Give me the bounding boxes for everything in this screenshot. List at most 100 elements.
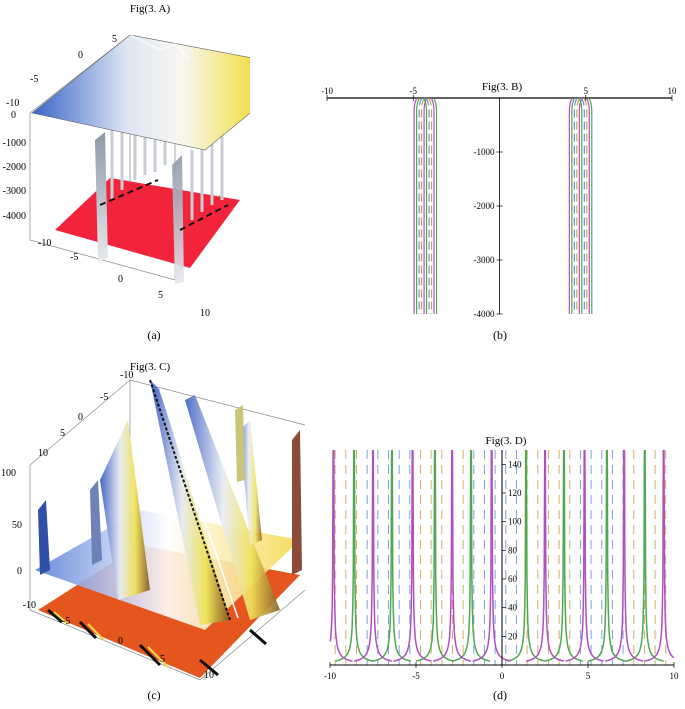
chart-d-ytick-label: 140: [508, 459, 522, 469]
chart-c-xtick: 10: [204, 670, 214, 680]
chart-c-ytick: -5: [100, 392, 108, 403]
chart-b-series-line: [430, 97, 435, 314]
chart-b-ytick-label: -2000: [474, 201, 495, 211]
chart-b-xtick-label: -5: [410, 86, 418, 96]
chart-c-xtick: 5: [160, 654, 165, 665]
chart-a-ztick: -2000: [3, 162, 26, 173]
chart-d: Fig(3. D) -10 -5 0 5 10 20 40 60 80 100 120 140: [324, 435, 680, 681]
chart-b-series-line: [416, 97, 421, 314]
chart-c-ytick: -10: [120, 370, 133, 381]
chart-d-green-curve: [606, 449, 626, 662]
chart-d-magenta-curve: [605, 449, 625, 662]
chart-d-magenta-curve: [525, 449, 546, 662]
chart-b-series-line: [588, 97, 593, 314]
chart-b-ytick-label: -3000: [474, 255, 495, 265]
chart-b-xtick-label: 10: [668, 86, 678, 96]
chart-b-series-line: [423, 97, 428, 314]
chart-d-xtick-label: -5: [412, 671, 420, 681]
chart-c: Fig(3. C) -10 -5 0 5 10: [1, 361, 306, 680]
chart-d-magenta-curve: [491, 449, 511, 662]
chart-b-series-line: [585, 97, 590, 314]
chart-d-ytick-label: 60: [508, 574, 518, 584]
chart-d-green-curve: [415, 449, 436, 662]
chart-a-xtick: -5: [70, 252, 78, 263]
chart-d-magenta-curve: [663, 449, 675, 659]
chart-b-series-line: [583, 97, 588, 314]
caption-d: (d): [493, 688, 507, 702]
chart-d-magenta-curve: [451, 449, 472, 662]
chart-a-xtick: 5: [158, 290, 163, 301]
chart-c-ytick: 0: [78, 412, 83, 423]
chart-d-xtick-label: 10: [670, 671, 680, 681]
chart-d-ytick-label: 80: [508, 545, 518, 555]
chart-d-xtick-label: 5: [586, 671, 591, 681]
chart-a-ztick: -1000: [3, 138, 26, 149]
chart-a-ytick: 5: [112, 34, 117, 45]
chart-c-ztick: -10: [23, 600, 36, 611]
chart-c-ytick: 5: [60, 428, 65, 439]
chart-d-magenta-curve: [584, 449, 604, 662]
chart-b-series-line: [428, 97, 433, 314]
chart-d-magenta-curve: [412, 449, 432, 662]
chart-d-magenta-curve: [644, 449, 665, 662]
chart-d-magenta-curve: [623, 449, 644, 662]
chart-d-ytick-label: 100: [508, 517, 522, 527]
chart-d-ytick-label: 40: [508, 603, 518, 613]
chart-b-xtick-label: -10: [322, 86, 333, 96]
chart-a-ztick: -4000: [3, 211, 26, 222]
chart-a-ztick: 0: [11, 110, 16, 121]
chart-b-series-line: [580, 97, 585, 314]
chart-d-xtick-label: 0: [500, 671, 505, 681]
chart-c-ztick: 100: [1, 468, 16, 479]
chart-c-ztick: 50: [12, 520, 22, 531]
chart-d-green-curve: [563, 449, 583, 662]
chart-b-ytick-label: -4000: [474, 309, 495, 319]
caption-c: (c): [147, 688, 161, 702]
chart-d-ytick-label: 20: [508, 631, 518, 641]
chart-b-series-line: [425, 97, 430, 314]
caption-a: (a): [147, 328, 161, 342]
chart-d-green-curve: [470, 449, 491, 662]
chart-b-series-line: [578, 97, 583, 314]
chart-b-series-line: [433, 97, 438, 314]
chart-b-series-line: [413, 97, 418, 314]
chart-c-xtick: 0: [118, 636, 123, 647]
chart-d-magenta-curve: [433, 449, 453, 662]
chart-a-ticks: -10 -5 0 5 0 -1000 -2000 -3000 -4000 -10…: [3, 34, 210, 319]
chart-a-ytick: -5: [30, 74, 38, 85]
chart-c-title: Fig(3. C): [130, 361, 171, 373]
chart-a-title: Fig(3. A): [130, 3, 171, 15]
chart-d-magenta-curve: [472, 449, 493, 662]
chart-a-xtick: -10: [38, 238, 51, 249]
chart-d-magenta-curve: [353, 449, 374, 662]
chart-a: Fig(3. A) -10 -5 0 5: [3, 3, 250, 319]
chart-d-magenta-curve: [333, 449, 353, 662]
chart-d-magenta-curve: [372, 449, 393, 662]
chart-a-xtick: 10: [200, 308, 210, 319]
chart-d-green-curve: [335, 449, 355, 662]
chart-b-title: Fig(3. B): [482, 81, 523, 93]
chart-b-xtick-label: 5: [584, 86, 589, 96]
chart-c-ztick: 0: [17, 566, 22, 577]
chart-d-ytick-label: 120: [508, 488, 522, 498]
chart-d-magenta-curve: [393, 449, 413, 662]
chart-d-xtick-label: -10: [324, 671, 336, 681]
chart-b-series-line: [418, 97, 423, 314]
chart-d-green-curve: [391, 449, 411, 662]
chart-b-series-line: [568, 97, 573, 314]
chart-a-ztick: -3000: [3, 186, 26, 197]
chart-a-xtick: 0: [118, 274, 123, 285]
chart-a-surface: [31, 34, 250, 151]
chart-d-green-curve: [587, 449, 608, 662]
chart-b-series-line: [573, 97, 578, 314]
chart-c-floor-stripes: [47, 608, 267, 677]
chart-d-magenta-curve: [544, 449, 565, 662]
chart-c-sheets: [38, 379, 302, 625]
chart-d-green-curve: [434, 449, 454, 662]
chart-d-magenta-curve: [565, 449, 585, 662]
chart-d-title: Fig(3. D): [486, 435, 527, 447]
chart-a-ytick: 0: [78, 50, 83, 61]
chart-a-ytick: -10: [6, 98, 19, 109]
caption-b: (b): [493, 328, 507, 342]
chart-d-magenta-curve: [329, 449, 334, 642]
